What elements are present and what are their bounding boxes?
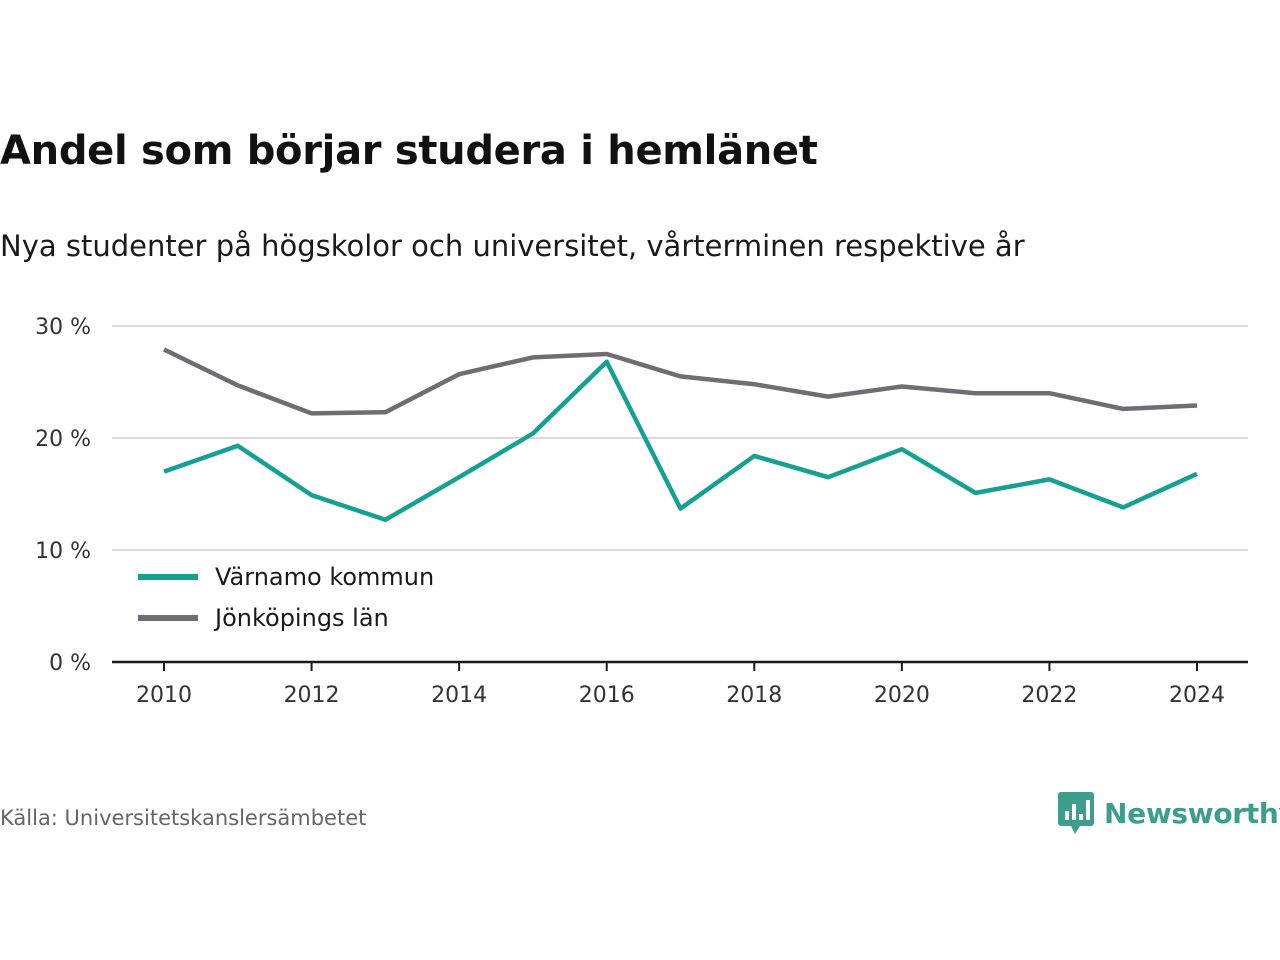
- x-tick-label: 2016: [579, 683, 635, 708]
- gridlines: [112, 325, 1248, 551]
- x-tick-label: 2020: [874, 683, 930, 708]
- x-tick-label: 2022: [1021, 683, 1077, 708]
- x-tick-label: 2024: [1169, 683, 1225, 708]
- y-tick-label: 0 %: [49, 651, 91, 676]
- series-lines: [163, 347, 1198, 523]
- legend-label: Värnamo kommun: [215, 563, 434, 591]
- x-tick-label: 2014: [431, 683, 487, 708]
- brand-logo: Newsworthy: [1058, 790, 1280, 836]
- x-tick-label: 2012: [284, 683, 340, 708]
- brand-name: Newsworthy: [1104, 796, 1280, 830]
- chart-subtitle: Nya studenter på högskolor och universit…: [0, 229, 1025, 263]
- x-tick-label: 2018: [726, 683, 782, 708]
- legend-label: Jönköpings län: [213, 604, 389, 632]
- series-line: [163, 359, 1198, 523]
- series-line: [163, 347, 1198, 416]
- x-tick-label: 2010: [136, 683, 192, 708]
- chart-title: Andel som börjar studera i hemlänet: [0, 128, 818, 174]
- y-tick-label: 30 %: [35, 315, 91, 340]
- legend: Värnamo kommun Jönköpings län: [138, 563, 434, 632]
- y-tick-label: 10 %: [35, 539, 91, 564]
- y-tick-label: 20 %: [35, 427, 91, 452]
- line-chart: 0 % 10 % 20 % 30 % 2010 2012 2014 2016 2018 2020…: [35, 315, 1248, 708]
- source-note: Källa: Universitetskanslersämbetet: [0, 806, 367, 830]
- y-axis-labels: 0 % 10 % 20 % 30 %: [35, 315, 91, 676]
- x-axis: 2010 2012 2014 2016 2018 2020 2022 2024: [112, 660, 1248, 708]
- newsworthy-logo-icon: [1058, 792, 1094, 834]
